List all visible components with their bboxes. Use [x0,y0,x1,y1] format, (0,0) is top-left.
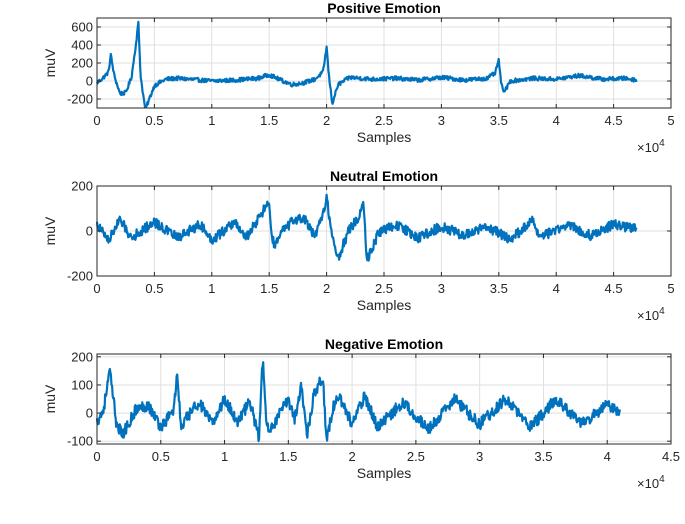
multiplier-exponent: 4 [659,306,665,317]
x-tick-label: 3 [438,281,445,296]
x-tick-label: 1.5 [260,113,278,128]
y-tick-label: 200 [71,56,93,71]
x-tick-label: 3.5 [490,281,508,296]
multiplier-base: ×10 [637,308,659,323]
x-tick-label: 4.5 [605,113,623,128]
y-tick-label: 0 [86,224,93,239]
x-axis-multiplier: ×104 [637,306,665,323]
y-tick-label: 0 [86,406,93,421]
y-axis-label: muV [42,48,58,77]
x-tick-label: 3.5 [534,449,552,464]
x-axis-label: Samples [357,129,411,145]
x-tick-label: 4.5 [605,281,623,296]
y-tick-label: 0 [86,74,93,89]
x-tick-label: 2.5 [375,113,393,128]
neutral-emotion-panel: Neutral Emotion 0 0.5 1 1.5 2 2.5 3 3.5 4 4.5 5 -20… [42,168,675,323]
x-tick-label: 0 [93,281,100,296]
y-tick-label: -200 [67,269,93,284]
x-tick-label: 4 [553,281,560,296]
x-tick-label: 1 [208,281,215,296]
chart-title: Neutral Emotion [330,168,438,184]
x-tick-label: 2 [323,281,330,296]
x-tick-label: 2.5 [407,449,425,464]
x-tick-label: 5 [667,281,674,296]
x-tick-label: 4 [553,113,560,128]
x-tick-label: 0 [93,449,100,464]
x-tick-label: 2.5 [375,281,393,296]
y-tick-label: 200 [71,349,93,364]
x-tick-label: 1.5 [279,449,297,464]
multiplier-exponent: 4 [659,138,665,149]
y-tick-label: -100 [67,434,93,449]
y-tick-label: 200 [71,179,93,194]
x-tick-label: 1 [221,449,228,464]
x-axis-label: Samples [357,297,411,313]
x-tick-label: 3.5 [490,113,508,128]
x-tick-label: 3 [476,449,483,464]
y-tick-label: 100 [71,377,93,392]
x-tick-label: 0.5 [145,281,163,296]
multiplier-exponent: 4 [659,474,665,485]
x-tick-label: 1.5 [260,281,278,296]
x-tick-label: 3 [438,113,445,128]
multiplier-base: ×10 [637,140,659,155]
positive-emotion-panel: Positive Emotion 0 0.5 1 1.5 2 2.5 3 3.5 4 4.5 5 -2… [42,0,675,155]
signal-trace [95,20,638,109]
x-tick-label: 0.5 [145,113,163,128]
chart-title: Positive Emotion [327,0,441,16]
x-tick-label: 1 [208,113,215,128]
x-tick-label: 0.5 [152,449,170,464]
y-axis-label: muV [42,384,58,413]
x-tick-label: 4.5 [662,449,680,464]
axes-frame [96,353,672,445]
chart-title: Negative Emotion [325,336,443,352]
grid [96,18,672,108]
x-axis-label: Samples [357,465,411,481]
y-tick-label: 600 [71,20,93,35]
x-tick-label: 5 [667,113,674,128]
x-tick-label: 2 [348,449,355,464]
grid [96,354,672,444]
y-tick-label: -200 [67,92,93,107]
y-tick-label: 400 [71,38,93,53]
x-tick-label: 4 [604,449,611,464]
x-axis-multiplier: ×104 [637,474,665,491]
signal-trace [95,193,638,262]
multiplier-base: ×10 [637,476,659,491]
y-axis-label: muV [42,216,58,245]
negative-emotion-panel: Negative Emotion 0 0.5 1 1.5 2 2.5 3 3.5 4 4.5 -10… [42,336,680,491]
x-axis-multiplier: ×104 [637,138,665,155]
x-tick-label: 0 [93,113,100,128]
signal-trace [95,361,622,443]
x-tick-label: 2 [323,113,330,128]
